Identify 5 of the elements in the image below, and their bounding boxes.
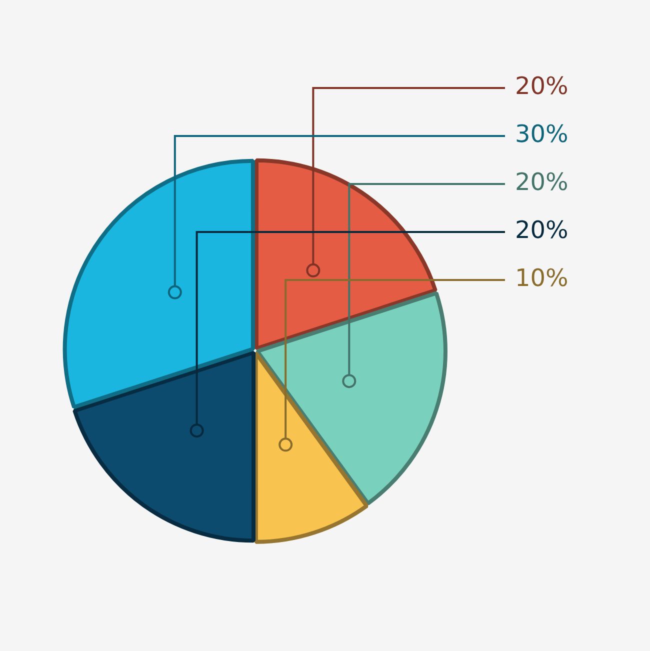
data-label: 20% (515, 72, 568, 100)
data-label: 20% (515, 216, 568, 244)
data-label: 10% (515, 264, 568, 292)
data-label: 30% (515, 120, 568, 148)
data-label: 20% (515, 168, 568, 196)
